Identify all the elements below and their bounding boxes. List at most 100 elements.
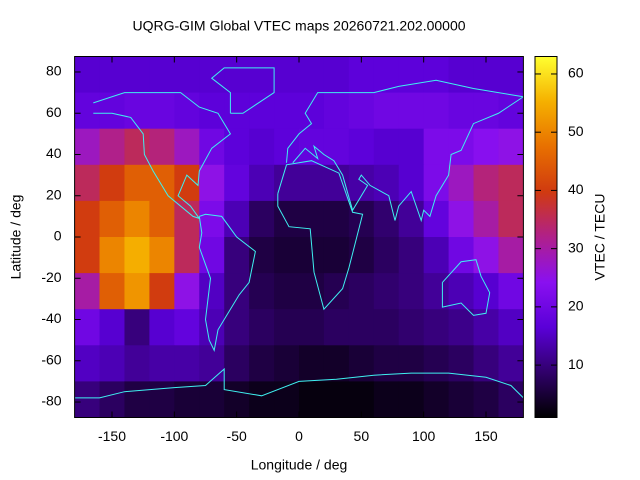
heat-cell (74, 92, 101, 130)
heat-cell (124, 381, 150, 418)
coastline (277, 160, 364, 311)
heat-cell (498, 345, 524, 382)
heat-cell (149, 381, 175, 418)
heat-cell (199, 381, 225, 418)
heat-cell (299, 273, 325, 310)
heat-cell (124, 273, 150, 310)
heat-cell (74, 128, 101, 166)
heat-cell (274, 381, 300, 418)
y-tick-label: 20 (46, 186, 62, 202)
heat-cell (299, 381, 325, 418)
heat-cell (448, 381, 475, 418)
coastline (74, 367, 524, 399)
heat-cell (348, 56, 375, 94)
coastline (198, 213, 256, 352)
heat-cell (448, 345, 475, 382)
colorbar (534, 56, 558, 418)
y-tick-label: -20 (41, 269, 61, 285)
y-axis-label: Latitude / deg (8, 195, 24, 280)
heat-cell (498, 381, 524, 418)
y-tick-label: 0 (54, 228, 62, 244)
heat-cell (74, 345, 101, 382)
heat-cell (348, 309, 375, 346)
heat-cell (448, 309, 475, 346)
heat-cell (99, 56, 125, 94)
x-axis-label: Longitude / deg (251, 457, 348, 473)
heat-cell (274, 309, 300, 346)
heat-cell (124, 128, 150, 166)
y-tick-label: 60 (46, 104, 62, 120)
heat-cell (299, 309, 325, 346)
heat-cell (473, 345, 499, 382)
colorbar-tick-label: 50 (568, 123, 584, 139)
heat-cell (423, 92, 450, 130)
heat-cell (373, 164, 400, 202)
heat-cell (348, 381, 375, 418)
heat-cell (174, 273, 200, 310)
heat-cell (249, 237, 275, 274)
heat-cell (398, 237, 425, 274)
heat-cell (473, 56, 499, 94)
heat-cell (323, 56, 350, 94)
heat-cell (249, 200, 275, 238)
heat-cell (448, 56, 475, 94)
heat-cell (174, 56, 200, 94)
colorbar-tick-label: 60 (568, 65, 584, 81)
colorbar-tick-label: 20 (568, 298, 584, 314)
heat-cell (423, 128, 450, 166)
heat-cell (398, 309, 425, 346)
heat-cell (274, 56, 300, 94)
heat-cell (498, 273, 524, 310)
heat-cell (174, 237, 200, 274)
heat-cell (124, 56, 150, 94)
heat-cell (348, 273, 375, 310)
heat-cell (149, 237, 175, 274)
y-tick-label: -40 (41, 310, 61, 326)
heat-cell (398, 92, 425, 130)
heat-cell (323, 381, 350, 418)
heat-cell (99, 309, 125, 346)
heat-cell (274, 164, 300, 202)
heatmap (74, 56, 524, 418)
heat-cell (149, 164, 175, 202)
heat-cell (224, 56, 250, 94)
heat-cell (174, 200, 200, 238)
heat-cell (274, 345, 300, 382)
heat-cell (398, 273, 425, 310)
heat-cell (74, 381, 101, 418)
heat-cell (124, 309, 150, 346)
colorbar-label: VTEC / TECU (592, 194, 608, 281)
heat-cell (249, 273, 275, 310)
heat-cell (498, 128, 524, 166)
chart-title: UQRG-GIM Global VTEC maps 20260721.202.0… (132, 18, 465, 34)
heat-cell (249, 345, 275, 382)
heat-cell (473, 273, 499, 310)
heat-cell (323, 309, 350, 346)
heat-cell (448, 164, 475, 202)
heat-cell (299, 164, 325, 202)
x-tick-label: -150 (98, 428, 126, 444)
heat-cell (323, 237, 350, 274)
x-tick-label: -100 (160, 428, 188, 444)
heat-cell (299, 200, 325, 238)
heat-cell (224, 309, 250, 346)
x-tick-label: 0 (295, 428, 303, 444)
heat-cell (224, 164, 250, 202)
heat-cell (323, 200, 350, 238)
heat-cell (498, 237, 524, 274)
heat-cell (323, 92, 350, 130)
heat-cell (99, 200, 125, 238)
heat-cell (149, 128, 175, 166)
heat-cell (74, 273, 101, 310)
heat-cell (348, 92, 375, 130)
heat-cell (498, 200, 524, 238)
heat-cell (448, 128, 475, 166)
heat-cell (473, 164, 499, 202)
heat-cell (473, 128, 499, 166)
heat-cell (473, 92, 499, 130)
heat-cell (373, 345, 400, 382)
heat-cell (323, 345, 350, 382)
colorbar-tick-label: 10 (568, 356, 584, 372)
heat-cell (398, 128, 425, 166)
heat-cell (348, 128, 375, 166)
